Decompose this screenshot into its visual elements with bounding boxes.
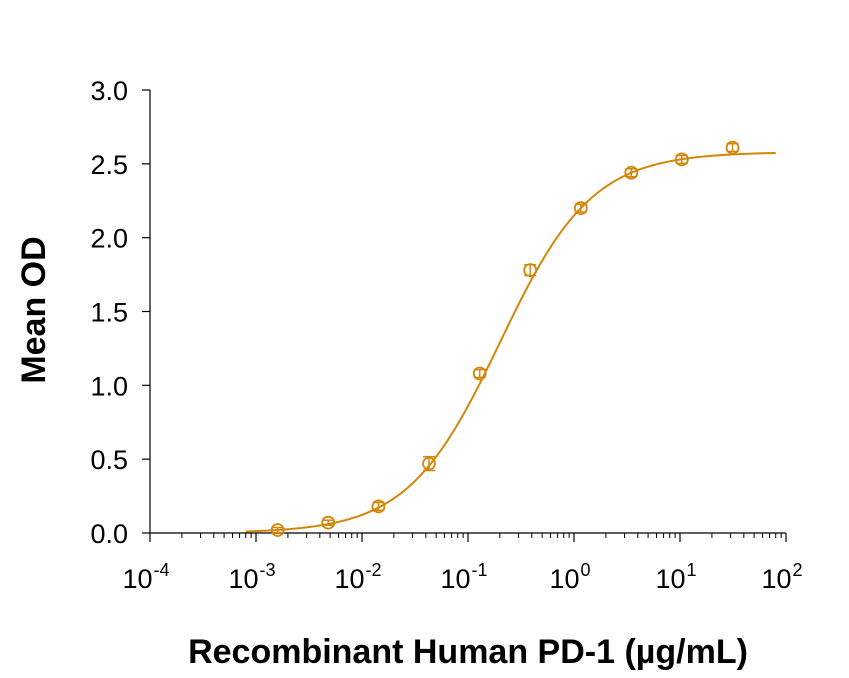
y-tick-label: 1.0 bbox=[90, 371, 128, 401]
data-point bbox=[674, 152, 689, 167]
x-tick-exponent: -2 bbox=[366, 560, 382, 580]
x-axis-title: Recombinant Human PD-1 (µg/mL) bbox=[188, 633, 748, 671]
x-tick-exponent: 2 bbox=[793, 560, 803, 580]
y-tick-label: 3.0 bbox=[90, 76, 128, 106]
x-tick-exponent: -4 bbox=[154, 560, 170, 580]
x-tick-exponent: -1 bbox=[472, 560, 488, 580]
point-marker bbox=[371, 499, 386, 514]
ticks bbox=[142, 89, 787, 542]
y-tick-label: 0.0 bbox=[90, 519, 128, 549]
y-tick-label: 2.0 bbox=[90, 224, 128, 254]
point-marker bbox=[573, 201, 588, 216]
point-marker bbox=[725, 140, 740, 155]
x-tick-label: 10-2 bbox=[334, 560, 381, 594]
y-tick-label: 1.5 bbox=[90, 298, 128, 328]
point-marker bbox=[321, 515, 336, 530]
x-tick-label: 10-1 bbox=[440, 560, 487, 594]
data-point bbox=[725, 140, 740, 155]
x-tick-label: 10-3 bbox=[228, 560, 275, 594]
data-point bbox=[371, 499, 386, 514]
x-tick-label: 101 bbox=[655, 560, 696, 594]
y-tick-label: 2.5 bbox=[90, 150, 128, 180]
data-point bbox=[270, 523, 285, 537]
y-axis-title: Mean OD bbox=[15, 236, 53, 383]
point-marker bbox=[523, 263, 538, 278]
data-points bbox=[270, 140, 740, 537]
data-point bbox=[573, 201, 588, 216]
x-tick-label: 10-4 bbox=[122, 560, 169, 594]
axes bbox=[149, 90, 786, 534]
x-tick-label: 102 bbox=[761, 560, 802, 594]
x-tick-exponent: 1 bbox=[687, 560, 697, 580]
point-marker bbox=[472, 366, 487, 381]
x-tick-exponent: -3 bbox=[260, 560, 276, 580]
point-marker bbox=[624, 165, 639, 180]
x-tick-exponent: 0 bbox=[581, 560, 591, 580]
data-point bbox=[624, 165, 639, 180]
tick-labels: 0.00.51.01.52.02.53.010-4 10-3 10-2 10-1 100… bbox=[90, 76, 802, 594]
data-point bbox=[321, 515, 336, 530]
data-point bbox=[523, 263, 538, 278]
x-tick-label: 100 bbox=[549, 560, 590, 594]
data-point bbox=[472, 366, 487, 381]
point-marker bbox=[422, 456, 436, 471]
y-tick-label: 0.5 bbox=[90, 445, 128, 475]
data-point bbox=[422, 455, 436, 472]
point-marker bbox=[270, 523, 285, 537]
fit-curve bbox=[245, 151, 776, 533]
point-marker bbox=[674, 152, 689, 167]
